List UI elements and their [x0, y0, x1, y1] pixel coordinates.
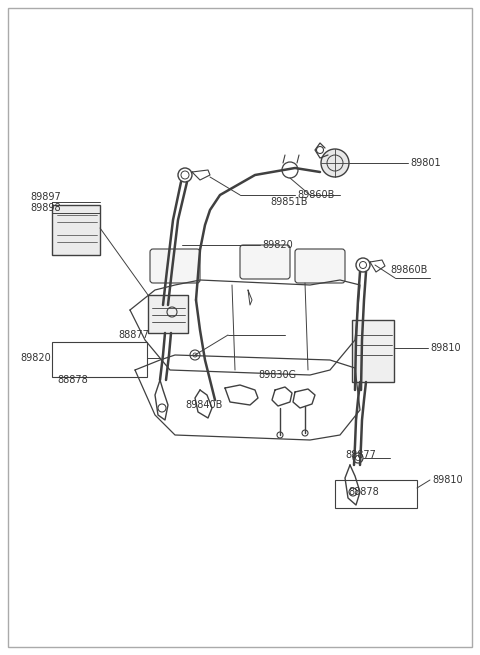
Text: 89810: 89810 [430, 343, 461, 353]
Text: 89897: 89897 [30, 192, 61, 202]
FancyBboxPatch shape [150, 249, 200, 283]
Text: 88878: 88878 [348, 487, 379, 497]
Text: 89860B: 89860B [297, 190, 335, 200]
Text: 89820: 89820 [262, 240, 293, 250]
Bar [52, 342, 147, 377]
Text: 89801: 89801 [410, 158, 441, 168]
Text: 89820: 89820 [20, 353, 51, 363]
Text: 89840B: 89840B [185, 400, 222, 410]
Text: 89851B: 89851B [270, 197, 308, 207]
Text: 88878: 88878 [57, 375, 88, 385]
Circle shape [321, 149, 349, 177]
Text: 88877: 88877 [345, 450, 376, 460]
Bar [352, 320, 394, 382]
Text: 89810: 89810 [432, 475, 463, 485]
Text: 89830G: 89830G [258, 370, 296, 380]
Text: 88877: 88877 [118, 330, 149, 340]
Bar [52, 205, 100, 255]
Text: 89860B: 89860B [390, 265, 427, 275]
FancyBboxPatch shape [295, 249, 345, 283]
Bar [148, 295, 188, 333]
Text: 89898: 89898 [30, 203, 60, 213]
FancyBboxPatch shape [240, 245, 290, 279]
Bar [335, 480, 417, 508]
